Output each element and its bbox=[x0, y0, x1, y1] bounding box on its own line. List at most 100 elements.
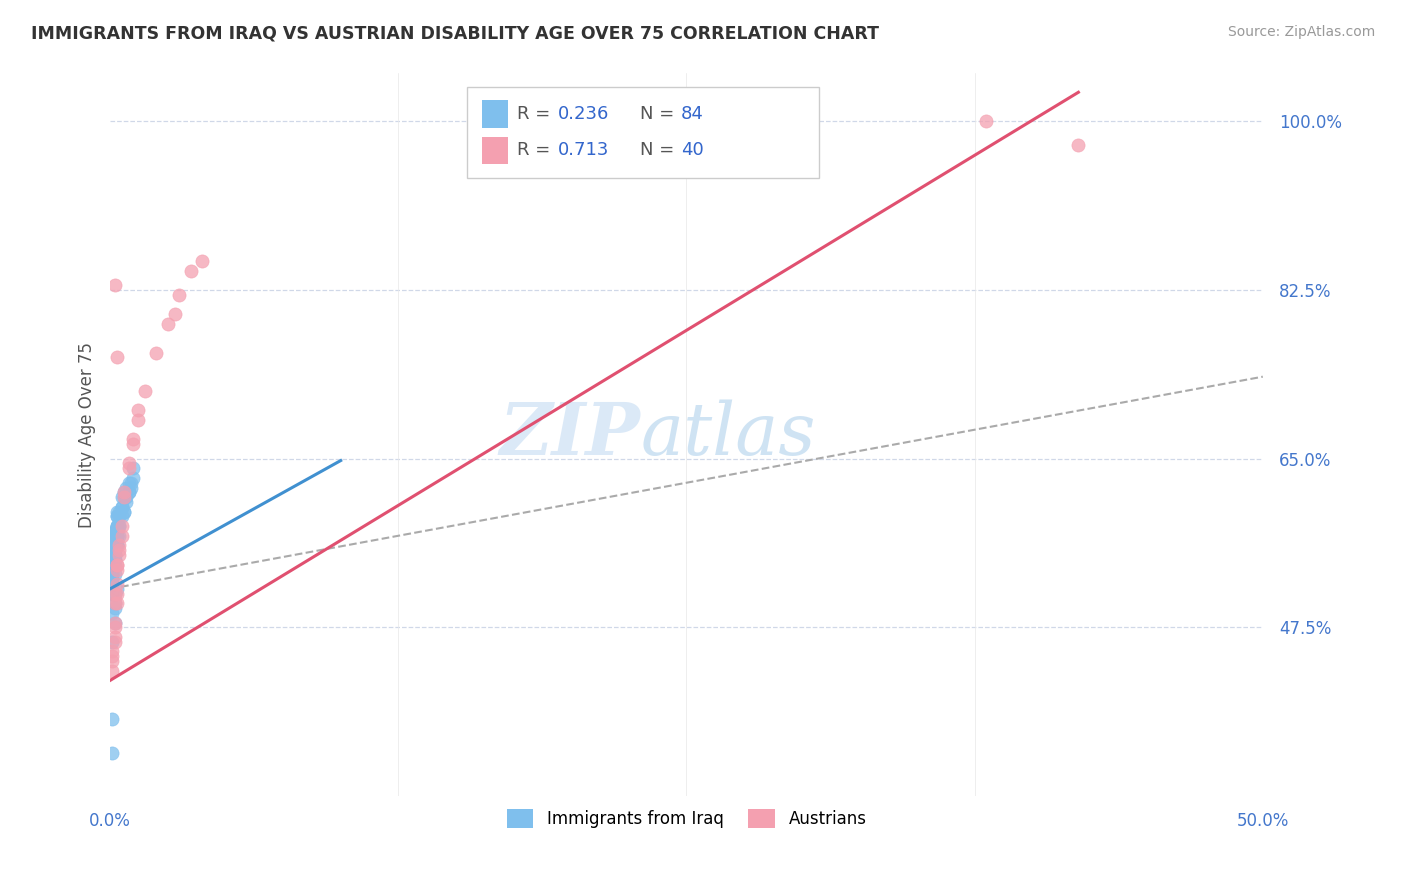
Legend: Immigrants from Iraq, Austrians: Immigrants from Iraq, Austrians bbox=[501, 802, 873, 835]
Point bbox=[105, 529, 128, 543]
Point bbox=[105, 558, 128, 572]
Point bbox=[104, 635, 127, 649]
Point bbox=[104, 615, 127, 630]
Point bbox=[104, 524, 127, 538]
Point bbox=[108, 519, 131, 533]
Point bbox=[134, 384, 156, 399]
Point bbox=[105, 509, 128, 524]
Point bbox=[105, 538, 128, 552]
Point bbox=[104, 278, 127, 293]
Point bbox=[105, 519, 128, 533]
Point bbox=[117, 475, 139, 490]
Point bbox=[115, 490, 138, 504]
Point bbox=[105, 529, 128, 543]
Point bbox=[104, 596, 127, 610]
Point bbox=[117, 485, 139, 500]
Point bbox=[104, 586, 127, 600]
Point bbox=[101, 562, 124, 576]
Point bbox=[180, 263, 202, 277]
Point bbox=[122, 437, 145, 451]
Point bbox=[101, 567, 124, 582]
Point bbox=[104, 615, 127, 630]
Point bbox=[104, 524, 127, 538]
Point bbox=[101, 543, 124, 558]
Point bbox=[104, 529, 127, 543]
Point bbox=[169, 287, 191, 301]
Point bbox=[104, 620, 127, 634]
Text: 0.713: 0.713 bbox=[557, 141, 609, 160]
Text: 0.236: 0.236 bbox=[557, 105, 609, 123]
Point bbox=[105, 519, 128, 533]
Point bbox=[122, 461, 145, 475]
Point bbox=[101, 562, 124, 576]
Point bbox=[104, 601, 127, 615]
Text: N =: N = bbox=[640, 105, 681, 123]
Point bbox=[108, 548, 131, 562]
Point bbox=[105, 505, 128, 519]
Point bbox=[101, 553, 124, 567]
Point bbox=[108, 509, 131, 524]
Point bbox=[105, 586, 128, 600]
Point bbox=[105, 577, 128, 591]
Text: R =: R = bbox=[517, 141, 555, 160]
Point bbox=[117, 461, 139, 475]
Text: N =: N = bbox=[640, 141, 681, 160]
Point bbox=[104, 548, 127, 562]
Point bbox=[111, 519, 134, 533]
Point bbox=[974, 114, 997, 128]
Point bbox=[104, 548, 127, 562]
Point bbox=[108, 538, 131, 552]
Point bbox=[105, 351, 128, 365]
Point bbox=[104, 533, 127, 548]
Point bbox=[104, 533, 127, 548]
Point bbox=[104, 529, 127, 543]
Point bbox=[111, 500, 134, 514]
Point bbox=[105, 538, 128, 552]
Point bbox=[101, 649, 124, 664]
Point bbox=[112, 505, 135, 519]
Point bbox=[101, 644, 124, 658]
Text: 40: 40 bbox=[681, 141, 703, 160]
Point bbox=[104, 543, 127, 558]
Point bbox=[112, 485, 135, 500]
FancyBboxPatch shape bbox=[482, 101, 508, 128]
Point bbox=[108, 543, 131, 558]
Point bbox=[101, 553, 124, 567]
Point bbox=[105, 562, 128, 576]
Point bbox=[101, 553, 124, 567]
Text: 84: 84 bbox=[681, 105, 703, 123]
Point bbox=[101, 654, 124, 668]
Point bbox=[122, 471, 145, 485]
Point bbox=[101, 577, 124, 591]
FancyBboxPatch shape bbox=[482, 136, 508, 164]
Point bbox=[145, 345, 167, 359]
Point bbox=[112, 485, 135, 500]
Point bbox=[111, 500, 134, 514]
Point bbox=[104, 586, 127, 600]
Point bbox=[101, 635, 124, 649]
Point bbox=[101, 567, 124, 582]
Point bbox=[111, 509, 134, 524]
Point bbox=[115, 495, 138, 509]
Point bbox=[112, 505, 135, 519]
Point bbox=[101, 577, 124, 591]
Point bbox=[101, 712, 124, 726]
Point bbox=[104, 538, 127, 552]
Point bbox=[101, 746, 124, 760]
Point bbox=[104, 548, 127, 562]
Point bbox=[104, 553, 127, 567]
Point bbox=[117, 485, 139, 500]
Point bbox=[101, 548, 124, 562]
Point bbox=[112, 490, 135, 504]
Point bbox=[104, 553, 127, 567]
Point bbox=[105, 519, 128, 533]
Point bbox=[122, 433, 145, 447]
Point bbox=[104, 567, 127, 582]
Point bbox=[104, 538, 127, 552]
Point bbox=[105, 509, 128, 524]
Point bbox=[108, 529, 131, 543]
Point bbox=[1067, 138, 1090, 153]
Text: Source: ZipAtlas.com: Source: ZipAtlas.com bbox=[1227, 25, 1375, 39]
Point bbox=[112, 490, 135, 504]
Point bbox=[115, 481, 138, 495]
